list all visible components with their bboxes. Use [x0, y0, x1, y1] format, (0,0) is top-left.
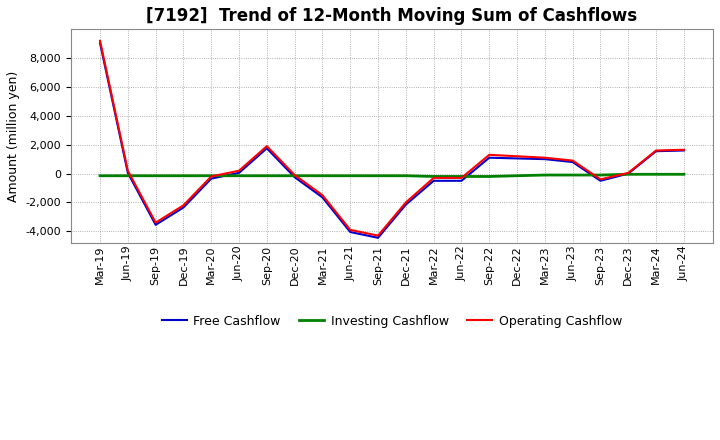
- Operating Cashflow: [290, 172, 299, 178]
- Operating Cashflow: [680, 147, 688, 152]
- Free Cashflow: [680, 148, 688, 153]
- Free Cashflow: [457, 178, 466, 183]
- Investing Cashflow: [207, 173, 215, 178]
- Free Cashflow: [541, 157, 549, 162]
- Free Cashflow: [235, 170, 243, 176]
- Investing Cashflow: [624, 172, 633, 177]
- Operating Cashflow: [179, 203, 188, 208]
- Investing Cashflow: [151, 173, 160, 178]
- Free Cashflow: [124, 170, 132, 176]
- Investing Cashflow: [485, 174, 494, 179]
- Free Cashflow: [402, 202, 410, 207]
- Operating Cashflow: [318, 193, 327, 198]
- Line: Investing Cashflow: Investing Cashflow: [100, 174, 684, 176]
- Investing Cashflow: [346, 173, 354, 178]
- Free Cashflow: [596, 178, 605, 183]
- Investing Cashflow: [680, 172, 688, 177]
- Operating Cashflow: [346, 227, 354, 232]
- Investing Cashflow: [318, 173, 327, 178]
- Line: Operating Cashflow: Operating Cashflow: [100, 41, 684, 236]
- Free Cashflow: [485, 155, 494, 160]
- Operating Cashflow: [96, 38, 104, 44]
- Operating Cashflow: [374, 233, 382, 238]
- Operating Cashflow: [207, 174, 215, 179]
- Investing Cashflow: [429, 174, 438, 179]
- Investing Cashflow: [290, 173, 299, 178]
- Legend: Free Cashflow, Investing Cashflow, Operating Cashflow: Free Cashflow, Investing Cashflow, Opera…: [157, 310, 627, 333]
- Investing Cashflow: [457, 174, 466, 179]
- Investing Cashflow: [402, 173, 410, 178]
- Operating Cashflow: [541, 155, 549, 160]
- Operating Cashflow: [235, 168, 243, 173]
- Investing Cashflow: [235, 173, 243, 178]
- Line: Free Cashflow: Free Cashflow: [100, 43, 684, 238]
- Investing Cashflow: [513, 173, 521, 178]
- Free Cashflow: [151, 222, 160, 227]
- Operating Cashflow: [624, 170, 633, 176]
- Investing Cashflow: [179, 173, 188, 178]
- Investing Cashflow: [374, 173, 382, 178]
- Y-axis label: Amount (million yen): Amount (million yen): [7, 70, 20, 202]
- Free Cashflow: [179, 205, 188, 210]
- Investing Cashflow: [263, 173, 271, 178]
- Free Cashflow: [429, 178, 438, 183]
- Free Cashflow: [263, 146, 271, 151]
- Operating Cashflow: [124, 168, 132, 173]
- Free Cashflow: [346, 229, 354, 235]
- Title: [7192]  Trend of 12-Month Moving Sum of Cashflows: [7192] Trend of 12-Month Moving Sum of C…: [146, 7, 637, 25]
- Investing Cashflow: [652, 172, 660, 177]
- Operating Cashflow: [596, 177, 605, 182]
- Investing Cashflow: [568, 172, 577, 178]
- Free Cashflow: [624, 171, 633, 176]
- Operating Cashflow: [151, 220, 160, 225]
- Free Cashflow: [318, 195, 327, 200]
- Free Cashflow: [513, 156, 521, 161]
- Operating Cashflow: [429, 175, 438, 180]
- Investing Cashflow: [124, 173, 132, 178]
- Investing Cashflow: [596, 172, 605, 178]
- Free Cashflow: [652, 149, 660, 154]
- Operating Cashflow: [652, 148, 660, 153]
- Operating Cashflow: [402, 200, 410, 205]
- Free Cashflow: [374, 235, 382, 240]
- Free Cashflow: [207, 176, 215, 181]
- Investing Cashflow: [96, 173, 104, 178]
- Operating Cashflow: [568, 158, 577, 163]
- Free Cashflow: [568, 159, 577, 165]
- Operating Cashflow: [263, 143, 271, 149]
- Operating Cashflow: [513, 154, 521, 159]
- Free Cashflow: [290, 175, 299, 180]
- Operating Cashflow: [457, 175, 466, 180]
- Investing Cashflow: [541, 172, 549, 178]
- Operating Cashflow: [485, 152, 494, 158]
- Free Cashflow: [96, 40, 104, 46]
